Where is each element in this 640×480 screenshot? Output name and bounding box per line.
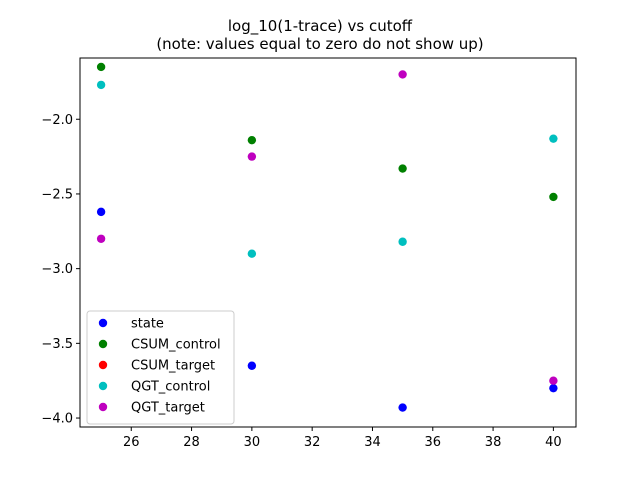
legend-marker-qgt-target (98, 402, 108, 412)
point-qgt-target (549, 376, 558, 385)
plot-frame (79, 57, 577, 428)
x-tick-label: 36 (425, 435, 442, 450)
legend-label-qgt-target: QGT_target (131, 401, 205, 416)
point-csum-control (96, 62, 106, 72)
point-state (96, 207, 106, 217)
chart-title: log_10(1-trace) vs cutoff (228, 17, 413, 36)
y-tick-label: −3.5 (41, 337, 73, 352)
point-state (247, 361, 257, 370)
legend-marker-csum-control (98, 339, 108, 349)
x-tick-label: 34 (364, 435, 381, 450)
point-qgt-control (398, 237, 407, 246)
legend-marker-qgt-control (98, 381, 108, 391)
point-qgt-target (96, 234, 106, 243)
point-csum-control (398, 164, 407, 173)
x-tick-label: 40 (545, 435, 562, 450)
point-qgt-control (96, 80, 106, 90)
y-tick-label: −2.0 (41, 113, 73, 128)
x-tick-label: 32 (304, 435, 321, 450)
y-tick-label: −4.0 (41, 412, 73, 427)
legend-label-csum-target: CSUM_target (131, 359, 215, 374)
x-tick-label: 38 (485, 435, 502, 450)
legend-label-qgt-control: QGT_control (131, 380, 210, 395)
x-tick-label: 28 (183, 435, 200, 450)
legend-marker-csum-target (98, 360, 108, 370)
x-tick-label: 26 (123, 435, 140, 450)
chart-subtitle: (note: values equal to zero do not show … (156, 35, 483, 53)
point-qgt-control (247, 249, 257, 258)
point-qgt-control (549, 134, 558, 143)
x-tick-label: 30 (244, 435, 261, 450)
legend-label-state: state (131, 317, 164, 332)
y-tick-label: −3.0 (41, 262, 73, 277)
y-tick-label: −2.5 (41, 187, 73, 202)
legend-marker-state (98, 318, 108, 328)
point-state (549, 383, 558, 393)
point-state (398, 403, 407, 412)
point-qgt-target (247, 152, 257, 161)
legend-box (86, 310, 235, 425)
point-qgt-target (398, 70, 407, 79)
point-csum-control (549, 192, 558, 202)
legend-label-csum-control: CSUM_control (131, 338, 221, 353)
point-csum-control (247, 135, 257, 145)
